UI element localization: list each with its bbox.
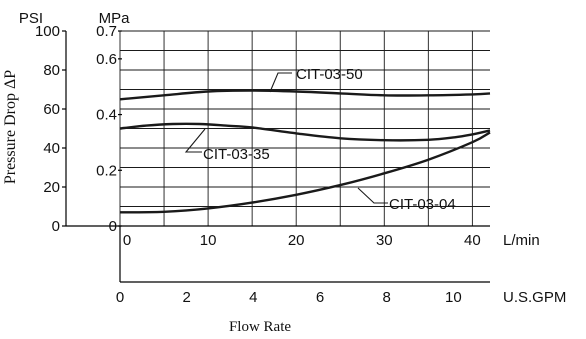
mpa-tick-label: 0.7	[96, 23, 117, 40]
leader-cit-03-04	[357, 187, 388, 204]
psi-tick-label: 0	[52, 218, 60, 235]
gpm-unit-label: U.S.GPM	[503, 289, 566, 306]
psi-tick-label: 40	[43, 140, 60, 157]
mpa-tick-label: 0	[109, 218, 117, 235]
leader-cit-03-50	[269, 72, 292, 93]
lmin-tick-label: 40	[464, 232, 481, 249]
lmin-tick-label: 20	[288, 232, 305, 249]
series-line-cit-03-50	[119, 89, 491, 101]
gpm-tick-label: 4	[249, 289, 257, 306]
series-label-cit-03-35: CIT-03-35	[203, 146, 270, 163]
mpa-tick-labels: 0 0.2 0.4 0.6 0.7	[96, 23, 122, 235]
mpa-tick-label: 0.2	[96, 162, 117, 179]
psi-tick-label: 60	[43, 101, 60, 118]
series-curves	[119, 89, 491, 214]
psi-tick-labels: 0 20 40 60 80 100	[35, 23, 66, 235]
lmin-tick-label: 0	[123, 232, 131, 249]
mpa-tick-label: 0.4	[96, 107, 117, 124]
psi-tick-label: 100	[35, 23, 60, 40]
mpa-unit-label: MPa	[99, 10, 131, 27]
psi-tick-label: 80	[43, 62, 60, 79]
leader-cit-03-35	[184, 128, 206, 153]
gpm-tick-label: 10	[445, 289, 462, 306]
plot-grid	[119, 30, 490, 226]
gpm-tick-labels: 0 2 4 6 8 10	[116, 289, 462, 306]
gpm-tick-label: 8	[382, 289, 390, 306]
mpa-tick-label: 0.6	[96, 51, 117, 68]
psi-tick-label: 20	[43, 179, 60, 196]
psi-unit-label: PSI	[19, 10, 43, 27]
series-label-cit-03-50: CIT-03-50	[296, 66, 363, 83]
y-axis-title: Pressure Drop ΔP	[2, 70, 19, 184]
x-axis-title: Flow Rate	[229, 319, 291, 335]
lmin-tick-label: 10	[200, 232, 217, 249]
gpm-tick-label: 2	[182, 289, 190, 306]
lmin-unit-label: L/min	[503, 232, 540, 249]
lmin-tick-label: 30	[376, 232, 393, 249]
series-line-cit-03-35	[119, 122, 491, 142]
lmin-tick-labels: 0 10 20 30 40	[123, 232, 481, 249]
series-label-cit-03-04: CIT-03-04	[389, 196, 456, 213]
gpm-tick-label: 6	[316, 289, 324, 306]
gpm-tick-label: 0	[116, 289, 124, 306]
series-line-cit-03-04	[119, 131, 491, 214]
